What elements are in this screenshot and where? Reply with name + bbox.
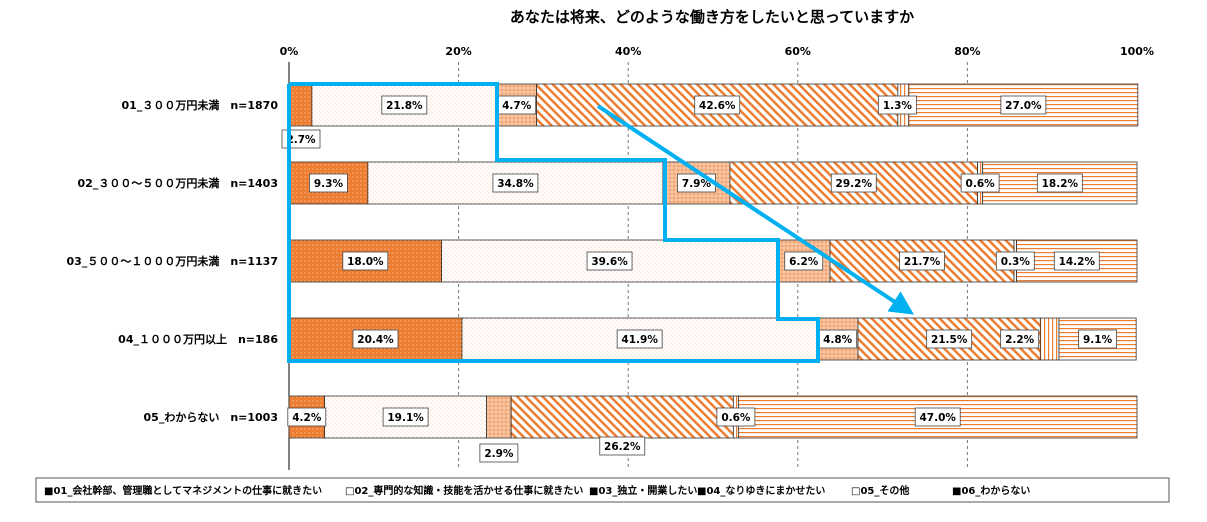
data-label: 19.1% bbox=[387, 412, 424, 424]
data-label: 21.8% bbox=[386, 100, 423, 112]
data-label-box bbox=[914, 407, 961, 427]
data-label: 29.2% bbox=[836, 178, 873, 190]
x-tick-label: 0% bbox=[280, 45, 299, 58]
data-label-box bbox=[492, 173, 539, 193]
data-label-box bbox=[309, 173, 348, 193]
data-label: 4.2% bbox=[292, 412, 322, 424]
data-label-box bbox=[281, 129, 321, 149]
x-tick-label: 20% bbox=[445, 45, 471, 58]
x-tick-label: 40% bbox=[615, 45, 641, 58]
legend-box bbox=[35, 477, 1170, 503]
data-label: 26.2% bbox=[604, 441, 641, 453]
bar-segment bbox=[486, 395, 512, 439]
data-label: 1.3% bbox=[883, 100, 913, 112]
data-label: 34.8% bbox=[497, 178, 534, 190]
data-label-box bbox=[382, 407, 429, 427]
data-label-box bbox=[995, 251, 1035, 271]
data-label-box bbox=[960, 173, 1000, 193]
data-label: 2.2% bbox=[1005, 334, 1035, 346]
data-label: 41.9% bbox=[621, 334, 658, 346]
bar-segment bbox=[288, 83, 313, 127]
data-label: 6.2% bbox=[789, 256, 819, 268]
category-label: 03_５００～１０００万円未満 n=1137 bbox=[67, 254, 278, 268]
legend: ■01_会社幹部、管理職としてマネジメントの仕事に就きたい □02_専門的な知識・… bbox=[35, 477, 1170, 503]
data-label: 7.9% bbox=[682, 178, 712, 190]
data-label-box bbox=[716, 407, 756, 427]
data-label-box bbox=[381, 95, 428, 115]
data-label-box bbox=[352, 329, 399, 349]
x-tick-label: 80% bbox=[954, 45, 980, 58]
data-label-box bbox=[287, 407, 327, 427]
data-label-box bbox=[1000, 329, 1040, 349]
bars-layer bbox=[288, 83, 1139, 439]
data-label-box bbox=[926, 329, 973, 349]
legend-item: ■06_わからない bbox=[952, 485, 1030, 497]
labels-layer: 01_３００万円未満 n=1870 2.7% 21.8% 4.7% 42.6% 1.3% 2… bbox=[67, 95, 1117, 463]
data-label: 42.6% bbox=[699, 100, 736, 112]
data-label: 47.0% bbox=[920, 412, 957, 424]
chart-title: あなたは将来、どのような働き方をしたいと思っていますか bbox=[510, 8, 914, 26]
legend-item: □02_専門的な知識・技能を活かせる仕事に就きたい bbox=[345, 484, 583, 497]
data-label-box bbox=[342, 251, 389, 271]
data-label: 20.4% bbox=[357, 334, 394, 346]
trend-arrow bbox=[596, 104, 915, 315]
bar-segment bbox=[1039, 317, 1060, 361]
category-label: 04_１０００万円以上 n=186 bbox=[118, 332, 278, 346]
data-label: 9.3% bbox=[314, 178, 344, 190]
data-label-box bbox=[479, 443, 519, 463]
data-label-box bbox=[1000, 95, 1047, 115]
data-label: 2.9% bbox=[484, 448, 514, 460]
data-label: 21.7% bbox=[904, 256, 941, 268]
data-label-box bbox=[1036, 173, 1083, 193]
data-label: 18.2% bbox=[1042, 178, 1079, 190]
data-label: 0.6% bbox=[721, 412, 751, 424]
data-label-box bbox=[616, 329, 663, 349]
bar-segment bbox=[510, 395, 734, 439]
data-label: 14.2% bbox=[1059, 256, 1096, 268]
category-label: 02_３００～５００万円未満 n=1403 bbox=[78, 176, 278, 190]
data-label: 27.0% bbox=[1005, 100, 1042, 112]
data-label-box bbox=[899, 251, 945, 271]
data-label-box bbox=[586, 251, 633, 271]
category-label: 01_３００万円未満 n=1870 bbox=[122, 98, 279, 112]
data-label: 21.5% bbox=[931, 334, 968, 346]
data-label-box bbox=[830, 173, 877, 193]
annotation-layer bbox=[287, 82, 915, 363]
data-label: 9.1% bbox=[1083, 334, 1113, 346]
data-label-box bbox=[1078, 329, 1117, 349]
data-label: 18.0% bbox=[347, 256, 384, 268]
data-label-box bbox=[1053, 251, 1100, 271]
data-label: 2.7% bbox=[286, 134, 316, 146]
highlight-outline bbox=[287, 82, 820, 363]
data-label: 0.3% bbox=[1001, 256, 1031, 268]
legend-item: ■04_なりゆきにまかせたい bbox=[697, 485, 825, 497]
category-label: 05_わからない n=1003 bbox=[144, 411, 278, 424]
x-tick-label: 60% bbox=[785, 45, 811, 58]
data-label-box bbox=[694, 95, 741, 115]
legend-item: ■03_独立・開業したい bbox=[589, 484, 697, 497]
data-label-box bbox=[599, 436, 646, 456]
x-tick-label: 100% bbox=[1120, 45, 1154, 58]
data-label: 4.8% bbox=[823, 334, 853, 346]
legend-item: ■01_会社幹部、管理職としてマネジメントの仕事に就きたい bbox=[44, 484, 322, 497]
data-label: 39.6% bbox=[591, 256, 628, 268]
legend-item: □05_その他 bbox=[851, 484, 909, 497]
data-label-box bbox=[877, 95, 917, 115]
data-label-box bbox=[784, 251, 824, 271]
data-label: 0.6% bbox=[966, 178, 996, 190]
data-label: 4.7% bbox=[502, 100, 532, 112]
